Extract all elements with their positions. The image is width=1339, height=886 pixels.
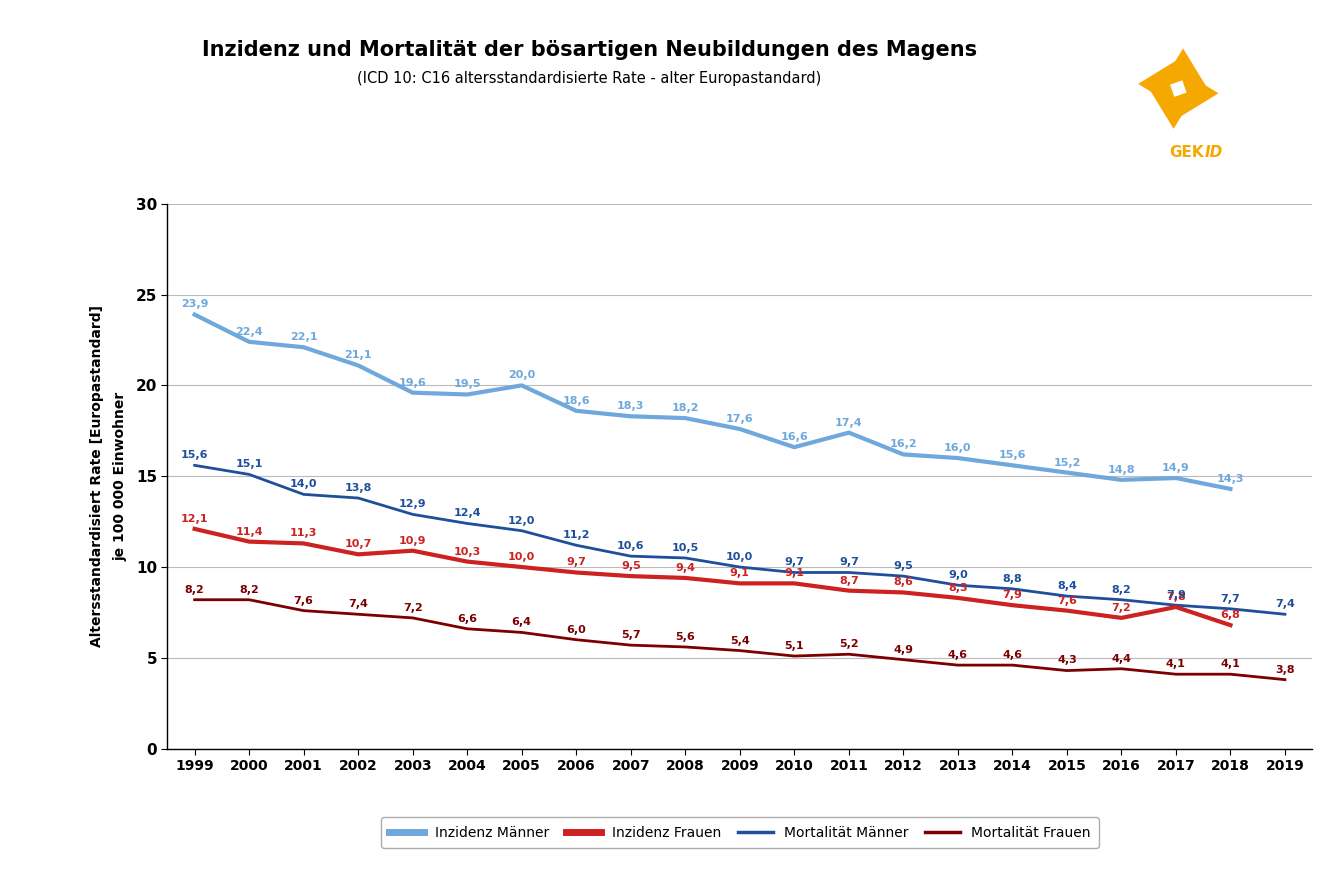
Text: 11,4: 11,4 [236, 526, 262, 537]
Text: 9,5: 9,5 [621, 561, 640, 571]
Text: 7,7: 7,7 [1221, 594, 1240, 603]
Text: 4,1: 4,1 [1166, 659, 1186, 669]
Text: 12,0: 12,0 [507, 516, 536, 525]
Polygon shape [1178, 69, 1218, 118]
Text: 22,4: 22,4 [236, 327, 262, 337]
Text: 3,8: 3,8 [1275, 664, 1295, 674]
Text: 7,9: 7,9 [1003, 590, 1022, 600]
Text: 11,2: 11,2 [562, 530, 590, 540]
Text: 14,9: 14,9 [1162, 463, 1190, 473]
Legend: Inzidenz Männer, Inzidenz Frauen, Mortalität Männer, Mortalität Frauen: Inzidenz Männer, Inzidenz Frauen, Mortal… [382, 817, 1098, 848]
Text: 7,4: 7,4 [348, 599, 368, 610]
Text: 4,1: 4,1 [1221, 659, 1240, 669]
Text: 23,9: 23,9 [181, 299, 209, 309]
Text: 15,6: 15,6 [999, 450, 1026, 460]
Text: 4,3: 4,3 [1056, 656, 1077, 665]
Text: 8,4: 8,4 [1056, 581, 1077, 591]
Text: 15,1: 15,1 [236, 459, 262, 470]
Text: 10,3: 10,3 [454, 547, 481, 556]
Text: 9,1: 9,1 [730, 568, 750, 579]
Y-axis label: Altersstandardisiert Rate [Europastandard]
je 100 000 Einwohner: Altersstandardisiert Rate [Europastandar… [91, 305, 127, 648]
Text: 9,0: 9,0 [948, 570, 968, 580]
Text: 8,7: 8,7 [840, 576, 858, 586]
Text: 16,2: 16,2 [889, 439, 917, 449]
Text: 8,2: 8,2 [185, 585, 205, 595]
Text: 5,6: 5,6 [675, 632, 695, 641]
Text: 6,4: 6,4 [511, 618, 532, 627]
Text: 17,4: 17,4 [836, 417, 862, 428]
Polygon shape [1138, 59, 1178, 108]
Text: 19,5: 19,5 [454, 379, 481, 390]
Text: 6,6: 6,6 [457, 614, 477, 624]
Text: 11,3: 11,3 [291, 528, 317, 539]
Text: 9,7: 9,7 [566, 557, 586, 567]
Text: 7,2: 7,2 [1111, 602, 1131, 613]
Text: 15,6: 15,6 [181, 450, 209, 460]
Text: 20,0: 20,0 [507, 370, 536, 380]
Text: 4,6: 4,6 [948, 650, 968, 660]
Text: 4,4: 4,4 [1111, 654, 1131, 664]
Text: 8,2: 8,2 [1111, 585, 1131, 595]
Text: 14,0: 14,0 [291, 479, 317, 489]
Text: 9,1: 9,1 [785, 568, 805, 579]
Text: 10,0: 10,0 [507, 552, 536, 562]
Text: 9,7: 9,7 [785, 557, 805, 567]
Text: 15,2: 15,2 [1054, 457, 1081, 468]
Text: 7,6: 7,6 [293, 595, 313, 605]
Text: 12,9: 12,9 [399, 500, 427, 509]
Text: GEK: GEK [1170, 145, 1204, 159]
Text: ID: ID [1204, 145, 1223, 159]
Text: 17,6: 17,6 [726, 414, 754, 424]
Text: 9,7: 9,7 [840, 557, 858, 567]
Text: 9,5: 9,5 [893, 561, 913, 571]
Text: 10,7: 10,7 [344, 540, 372, 549]
Text: 5,1: 5,1 [785, 641, 805, 651]
Text: 16,6: 16,6 [781, 432, 809, 442]
Text: 6,0: 6,0 [566, 625, 586, 634]
Text: 18,3: 18,3 [617, 401, 644, 411]
Text: 4,6: 4,6 [1003, 650, 1023, 660]
Text: 22,1: 22,1 [291, 332, 317, 342]
Text: 14,3: 14,3 [1217, 474, 1244, 484]
Text: 8,3: 8,3 [948, 583, 968, 593]
Text: 8,2: 8,2 [240, 585, 258, 595]
Text: 10,0: 10,0 [726, 552, 754, 562]
Text: Inzidenz und Mortalität der bösartigen Neubildungen des Magens: Inzidenz und Mortalität der bösartigen N… [202, 40, 976, 60]
Text: 12,4: 12,4 [454, 509, 481, 518]
Text: 6,8: 6,8 [1221, 610, 1240, 620]
Text: 5,4: 5,4 [730, 635, 750, 646]
Text: 13,8: 13,8 [344, 483, 372, 493]
Text: 7,6: 7,6 [1056, 595, 1077, 605]
Polygon shape [1158, 49, 1208, 89]
Text: 7,2: 7,2 [403, 602, 423, 613]
Text: 21,1: 21,1 [344, 350, 372, 361]
Text: 7,4: 7,4 [1275, 599, 1295, 610]
Text: 5,7: 5,7 [621, 630, 640, 640]
Text: 9,4: 9,4 [675, 563, 695, 573]
Text: 18,6: 18,6 [562, 396, 590, 406]
Text: 12,1: 12,1 [181, 514, 209, 524]
Text: 19,6: 19,6 [399, 377, 427, 387]
Text: 7,9: 7,9 [1166, 590, 1186, 600]
Polygon shape [1149, 89, 1198, 128]
Text: 10,9: 10,9 [399, 536, 426, 546]
Text: 14,8: 14,8 [1107, 465, 1135, 475]
Text: 7,8: 7,8 [1166, 592, 1186, 602]
Text: 4,9: 4,9 [893, 645, 913, 655]
Text: 8,8: 8,8 [1003, 574, 1022, 584]
Text: 18,2: 18,2 [672, 403, 699, 413]
Text: 5,2: 5,2 [840, 639, 858, 649]
Text: (ICD 10: C16 altersstandardisierte Rate - alter Europastandard): (ICD 10: C16 altersstandardisierte Rate … [358, 71, 821, 86]
Text: 10,6: 10,6 [617, 541, 644, 551]
Text: 8,6: 8,6 [893, 578, 913, 587]
Text: 16,0: 16,0 [944, 443, 972, 453]
Text: 10,5: 10,5 [672, 543, 699, 553]
